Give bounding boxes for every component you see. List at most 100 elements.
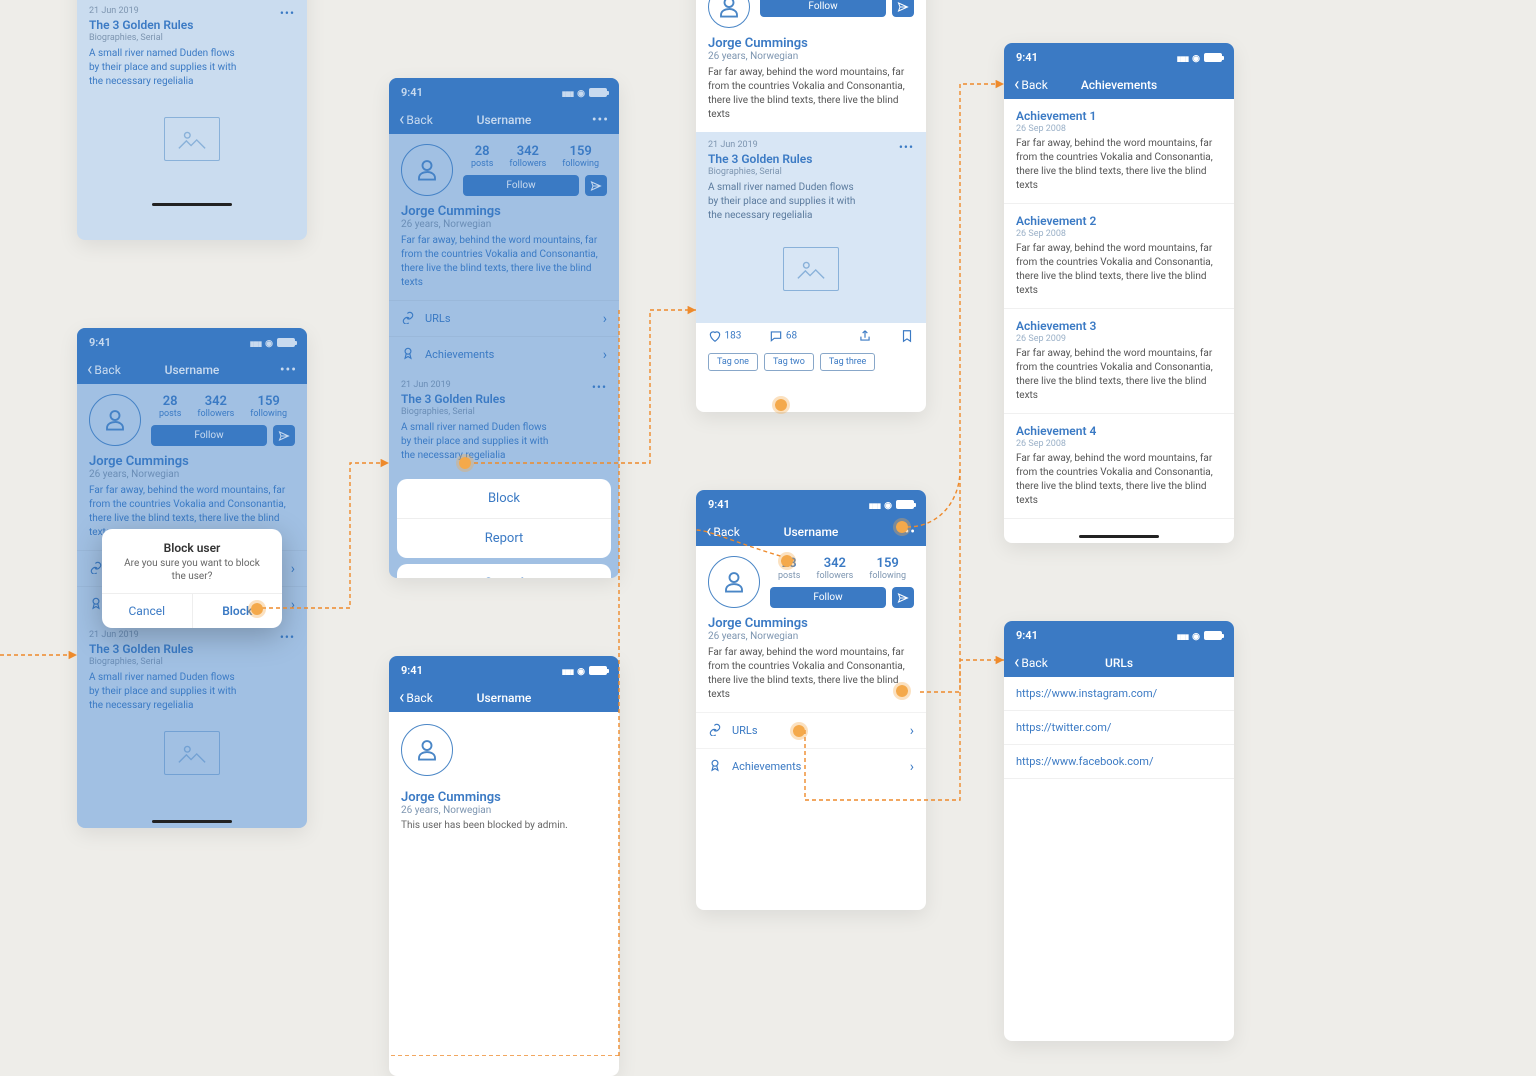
- menu-label: URLs: [732, 724, 758, 737]
- nav-bar: Back Username •••: [389, 106, 619, 134]
- follow-button[interactable]: Follow: [760, 0, 886, 17]
- achievement-date: 26 Sep 2009: [1016, 334, 1222, 344]
- chevron-left-icon: [399, 689, 404, 707]
- avatar[interactable]: [401, 144, 453, 196]
- back-button[interactable]: Back: [399, 689, 433, 707]
- follow-button[interactable]: Follow: [770, 587, 886, 608]
- avatar: [401, 724, 453, 776]
- hotspot: [456, 454, 474, 472]
- home-indicator[interactable]: [152, 820, 232, 823]
- menu-achievements[interactable]: Achievements›: [389, 336, 619, 372]
- avatar[interactable]: [708, 556, 760, 608]
- share-button[interactable]: [858, 329, 872, 343]
- dialog-backdrop[interactable]: Block user Are you sure you want to bloc…: [77, 328, 307, 828]
- url-item[interactable]: https://www.facebook.com/: [1004, 745, 1234, 779]
- status-bar: 9:41: [389, 656, 619, 684]
- post-body: A small river named Duden flows by their…: [708, 181, 858, 223]
- achievement-title: Achievement 4: [1016, 424, 1222, 438]
- achievement-date: 26 Sep 2008: [1016, 439, 1222, 449]
- post-more-icon[interactable]: •••: [280, 6, 295, 20]
- profile-subtitle: 26 years, Norwegian: [389, 219, 619, 230]
- menu-urls[interactable]: URLs›: [696, 712, 926, 748]
- signal-icon: [562, 664, 573, 677]
- post-title[interactable]: The 3 Golden Rules: [401, 392, 607, 406]
- nav-title: Username: [389, 113, 619, 127]
- back-button[interactable]: Back: [706, 523, 740, 541]
- status-time: 9:41: [1016, 51, 1038, 64]
- like-button[interactable]: 183: [708, 329, 741, 343]
- heart-icon: [708, 331, 722, 342]
- post-card: 21 Jun 2019 ••• The 3 Golden Rules Biogr…: [77, 0, 307, 197]
- post-more-icon[interactable]: •••: [899, 140, 914, 154]
- sheet-block-button[interactable]: Block: [397, 479, 611, 519]
- link-icon: [401, 310, 417, 327]
- profile-bio: Far far away, behind the word mountains,…: [696, 62, 926, 132]
- battery-icon: [589, 88, 607, 97]
- status-bar: 9:41: [1004, 621, 1234, 649]
- status-time: 9:41: [708, 498, 730, 511]
- sheet-cancel-button[interactable]: Cancel: [397, 564, 611, 578]
- menu-urls[interactable]: URLs›: [389, 300, 619, 336]
- status-time: 9:41: [1016, 629, 1038, 642]
- message-button[interactable]: [585, 175, 607, 196]
- stat-following[interactable]: 159following: [562, 144, 599, 169]
- post-title[interactable]: The 3 Golden Rules: [89, 18, 295, 32]
- signal-icon: [869, 498, 880, 511]
- comment-button[interactable]: 68: [769, 329, 797, 343]
- post-image-placeholder: [164, 117, 220, 161]
- message-button[interactable]: [892, 587, 914, 608]
- url-item[interactable]: https://www.instagram.com/: [1004, 677, 1234, 711]
- hotspot: [772, 396, 790, 414]
- chevron-left-icon: [399, 111, 404, 129]
- signal-icon: [1177, 629, 1188, 642]
- bookmark-button[interactable]: [900, 329, 914, 343]
- achievement-title: Achievement 1: [1016, 109, 1222, 123]
- post-card: 21 Jun 2019 ••• The 3 Golden Rules Biogr…: [696, 132, 926, 323]
- post-date: 21 Jun 2019: [89, 6, 295, 16]
- back-button[interactable]: Back: [1014, 76, 1048, 94]
- home-indicator[interactable]: [1079, 535, 1159, 538]
- post-title[interactable]: The 3 Golden Rules: [708, 152, 914, 166]
- profile-name: Jorge Cummings: [389, 202, 619, 219]
- message-button[interactable]: [892, 0, 914, 17]
- dialog-confirm-button[interactable]: Block: [192, 594, 283, 628]
- tag[interactable]: Tag two: [764, 353, 814, 371]
- post-date: 21 Jun 2019: [401, 380, 607, 390]
- avatar[interactable]: [708, 0, 750, 28]
- follow-button[interactable]: Follow: [463, 175, 579, 196]
- battery-icon: [589, 666, 607, 675]
- achievement-item[interactable]: Achievement 126 Sep 2008Far far away, be…: [1004, 99, 1234, 204]
- screen-profile: 9:41 Back Username ••• 28posts 342follow…: [696, 490, 926, 910]
- tag[interactable]: Tag one: [708, 353, 758, 371]
- profile-subtitle: 26 years, Norwegian: [696, 631, 926, 642]
- stat-followers[interactable]: 342followers: [816, 556, 853, 581]
- action-sheet-backdrop[interactable]: Block Report Cancel: [389, 471, 619, 578]
- medal-icon: [708, 758, 724, 775]
- wifi-icon: [1192, 51, 1200, 64]
- dialog-cancel-button[interactable]: Cancel: [102, 594, 192, 628]
- achievement-title: Achievement 3: [1016, 319, 1222, 333]
- stat-posts[interactable]: 28posts: [471, 144, 493, 169]
- tag[interactable]: Tag three: [820, 353, 875, 371]
- stat-label: following: [869, 571, 906, 581]
- post-date: 21 Jun 2019: [708, 140, 914, 150]
- post-more-icon[interactable]: •••: [592, 380, 607, 394]
- dialog-title: Block user: [102, 529, 282, 557]
- post-body: A small river named Duden flows by their…: [401, 421, 551, 463]
- back-button[interactable]: Back: [1014, 654, 1048, 672]
- back-button[interactable]: Back: [399, 111, 433, 129]
- url-item[interactable]: https://twitter.com/: [1004, 711, 1234, 745]
- hotspot: [778, 552, 796, 570]
- nav-more-icon[interactable]: •••: [592, 112, 609, 128]
- stat-label: following: [562, 159, 599, 169]
- achievement-item[interactable]: Achievement 226 Sep 2008Far far away, be…: [1004, 204, 1234, 309]
- medal-icon: [401, 346, 417, 363]
- dialog-message: Are you sure you want to block the user?: [102, 557, 282, 593]
- action-sheet: Block Report: [397, 479, 611, 558]
- menu-achievements[interactable]: Achievements›: [696, 748, 926, 784]
- achievement-item[interactable]: Achievement 326 Sep 2009Far far away, be…: [1004, 309, 1234, 414]
- stat-following[interactable]: 159following: [869, 556, 906, 581]
- sheet-report-button[interactable]: Report: [397, 519, 611, 558]
- stat-followers[interactable]: 342followers: [509, 144, 546, 169]
- achievement-item[interactable]: Achievement 426 Sep 2008Far far away, be…: [1004, 414, 1234, 519]
